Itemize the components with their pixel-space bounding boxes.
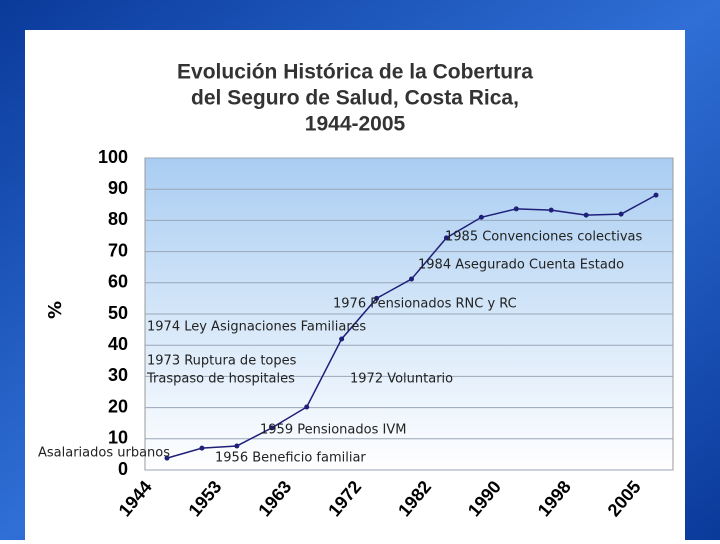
y-axis-label: % <box>45 301 66 319</box>
y-tick-label: 0 <box>118 459 128 479</box>
data-point <box>583 212 589 218</box>
data-point <box>304 404 310 410</box>
y-tick-label: 80 <box>108 209 128 229</box>
chart-title: Evolución Histórica de la Cobertura <box>177 61 533 84</box>
annotation: Asalariados urbanos <box>38 446 170 461</box>
data-point <box>513 206 519 212</box>
data-point <box>234 443 240 449</box>
annotation: 1956 Beneficio familiar <box>215 451 366 466</box>
data-point <box>443 235 449 241</box>
y-tick-label: 40 <box>108 334 128 354</box>
data-point <box>653 192 659 198</box>
annotation: 1972 Voluntario <box>350 372 453 387</box>
annotation: 1974 Ley Asignaciones Familiares <box>147 320 366 335</box>
annotation: 1984 Asegurado Cuenta Estado <box>418 258 624 273</box>
data-point <box>548 207 554 213</box>
y-tick-label: 100 <box>98 147 128 167</box>
data-point <box>478 214 484 220</box>
y-tick-label: 50 <box>108 303 128 323</box>
chart-title: 1944-2005 <box>305 113 406 136</box>
annotation: 1985 Convenciones colectivas <box>445 230 642 245</box>
y-tick-label: 60 <box>108 272 128 292</box>
annotation: 1959 Pensionados IVM <box>260 423 406 438</box>
chart-title: del Seguro de Salud, Costa Rica, <box>191 87 519 110</box>
data-point <box>199 445 205 451</box>
data-point <box>339 336 345 342</box>
annotation: 1973 Ruptura de topes <box>147 354 297 369</box>
y-tick-label: 10 <box>108 428 128 448</box>
annotation: 1976 Pensionados RNC y RC <box>333 297 517 312</box>
annotation: Traspaso de hospitales <box>146 372 295 387</box>
data-point <box>164 455 170 461</box>
y-tick-label: 30 <box>108 365 128 385</box>
data-point <box>374 295 380 301</box>
y-tick-label: 90 <box>108 178 128 198</box>
y-tick-label: 20 <box>108 396 128 416</box>
data-point <box>269 425 275 431</box>
data-point <box>618 211 624 217</box>
data-point <box>409 276 414 282</box>
y-tick-label: 70 <box>108 240 128 260</box>
